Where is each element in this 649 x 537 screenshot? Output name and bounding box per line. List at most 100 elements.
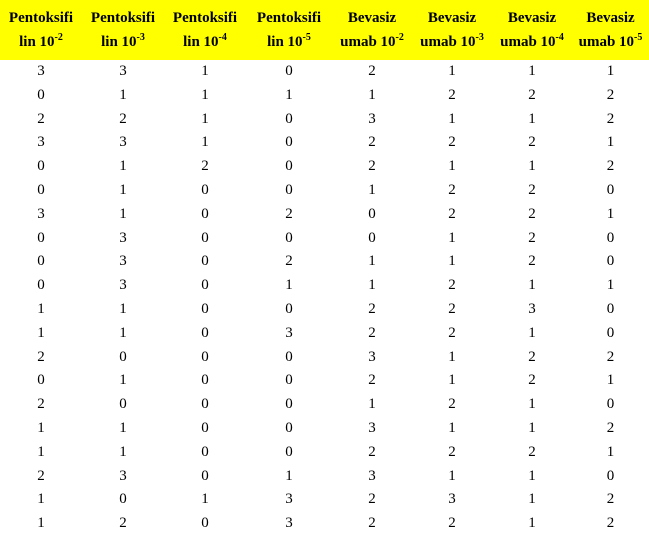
table-cell: 2 bbox=[0, 108, 82, 132]
col-header-line1: Bevasiz bbox=[492, 6, 572, 30]
col-header-5: Bevasizumab 10-3 bbox=[412, 0, 492, 60]
table-cell: 1 bbox=[332, 393, 412, 417]
table-cell: 0 bbox=[0, 155, 82, 179]
table-cell: 0 bbox=[246, 108, 332, 132]
col-header-line1: Pentoksifi bbox=[246, 6, 332, 30]
table-cell: 2 bbox=[332, 298, 412, 322]
table-cell: 1 bbox=[412, 250, 492, 274]
table-row: 11002221 bbox=[0, 441, 649, 465]
table-cell: 1 bbox=[412, 227, 492, 251]
col-header-exp: -2 bbox=[55, 32, 63, 43]
col-header-line1: Bevasiz bbox=[572, 6, 649, 30]
table-cell: 0 bbox=[246, 155, 332, 179]
table-cell: 0 bbox=[246, 369, 332, 393]
table-cell: 1 bbox=[164, 84, 246, 108]
col-header-line2: umab 10-3 bbox=[412, 30, 492, 54]
table-cell: 2 bbox=[332, 131, 412, 155]
table-cell: 3 bbox=[0, 131, 82, 155]
table-cell: 0 bbox=[164, 393, 246, 417]
col-header-line2: lin 10-4 bbox=[164, 30, 246, 54]
table-cell: 1 bbox=[164, 60, 246, 84]
table-cell: 3 bbox=[412, 488, 492, 512]
table-cell: 0 bbox=[0, 227, 82, 251]
table-cell: 0 bbox=[0, 369, 82, 393]
table-cell: 0 bbox=[246, 441, 332, 465]
table-row: 01202112 bbox=[0, 155, 649, 179]
table-cell: 1 bbox=[332, 250, 412, 274]
table-cell: 2 bbox=[412, 131, 492, 155]
table-cell: 2 bbox=[492, 131, 572, 155]
table-body: 3310211101111222221031123310222101202112… bbox=[0, 60, 649, 536]
table-cell: 1 bbox=[0, 322, 82, 346]
table-cell: 1 bbox=[164, 488, 246, 512]
table-cell: 1 bbox=[492, 488, 572, 512]
col-header-line2: lin 10-2 bbox=[0, 30, 82, 54]
col-header-7: Bevasizumab 10-5 bbox=[572, 0, 649, 60]
table-cell: 2 bbox=[492, 227, 572, 251]
table-cell: 0 bbox=[164, 274, 246, 298]
table-cell: 1 bbox=[0, 441, 82, 465]
table-cell: 0 bbox=[164, 322, 246, 346]
col-header-0: Pentoksifilin 10-2 bbox=[0, 0, 82, 60]
table-cell: 3 bbox=[82, 465, 164, 489]
table-cell: 1 bbox=[332, 179, 412, 203]
table-cell: 2 bbox=[572, 84, 649, 108]
table-cell: 3 bbox=[82, 60, 164, 84]
table-cell: 0 bbox=[246, 60, 332, 84]
col-header-line2: lin 10-5 bbox=[246, 30, 332, 54]
col-header-line2-prefix: lin 10 bbox=[19, 34, 54, 50]
col-header-exp: -3 bbox=[476, 32, 484, 43]
table-cell: 1 bbox=[164, 131, 246, 155]
col-header-line2-prefix: umab bbox=[579, 34, 616, 50]
table-row: 03011211 bbox=[0, 274, 649, 298]
table-cell: 0 bbox=[572, 298, 649, 322]
col-header-2: Pentoksifilin 10-4 bbox=[164, 0, 246, 60]
col-header-exp: -5 bbox=[303, 32, 311, 43]
table-cell: 1 bbox=[82, 84, 164, 108]
table-cell: 2 bbox=[332, 60, 412, 84]
table-cell: 0 bbox=[332, 203, 412, 227]
table-cell: 0 bbox=[246, 298, 332, 322]
table-cell: 0 bbox=[0, 179, 82, 203]
table-cell: 3 bbox=[492, 298, 572, 322]
table-cell: 3 bbox=[82, 131, 164, 155]
table-cell: 3 bbox=[246, 322, 332, 346]
table-cell: 2 bbox=[412, 298, 492, 322]
table-cell: 1 bbox=[82, 155, 164, 179]
table-cell: 1 bbox=[246, 465, 332, 489]
table-cell: 3 bbox=[246, 488, 332, 512]
col-header-exp: -4 bbox=[219, 32, 227, 43]
table-cell: 1 bbox=[412, 369, 492, 393]
table-cell: 1 bbox=[492, 322, 572, 346]
table-row: 23013110 bbox=[0, 465, 649, 489]
table-cell: 1 bbox=[572, 131, 649, 155]
col-header-line2: umab 10-2 bbox=[332, 30, 412, 54]
table-cell: 0 bbox=[246, 393, 332, 417]
table-cell: 2 bbox=[0, 393, 82, 417]
table-cell: 1 bbox=[572, 203, 649, 227]
table-cell: 2 bbox=[332, 369, 412, 393]
table-cell: 2 bbox=[412, 512, 492, 536]
col-header-line1: Pentoksifi bbox=[164, 6, 246, 30]
table-cell: 0 bbox=[164, 346, 246, 370]
col-header-line2-prefix: lin 10 bbox=[101, 34, 136, 50]
table-cell: 0 bbox=[164, 250, 246, 274]
table-cell: 1 bbox=[82, 298, 164, 322]
col-header-line2: umab 10-4 bbox=[492, 30, 572, 54]
table-cell: 1 bbox=[412, 60, 492, 84]
data-table: Pentoksifilin 10-2Pentoksifilin 10-3Pent… bbox=[0, 0, 649, 536]
table-row: 33102111 bbox=[0, 60, 649, 84]
table-cell: 1 bbox=[82, 203, 164, 227]
table-cell: 3 bbox=[82, 250, 164, 274]
table-cell: 2 bbox=[332, 155, 412, 179]
col-header-line2-prefix: umab bbox=[340, 34, 377, 50]
table-row: 22103112 bbox=[0, 108, 649, 132]
table-cell: 1 bbox=[0, 298, 82, 322]
table-cell: 1 bbox=[82, 417, 164, 441]
table-cell: 0 bbox=[164, 512, 246, 536]
table-cell: 1 bbox=[0, 488, 82, 512]
table-cell: 2 bbox=[572, 155, 649, 179]
table-cell: 0 bbox=[246, 346, 332, 370]
table-cell: 1 bbox=[246, 84, 332, 108]
table-row: 01111222 bbox=[0, 84, 649, 108]
